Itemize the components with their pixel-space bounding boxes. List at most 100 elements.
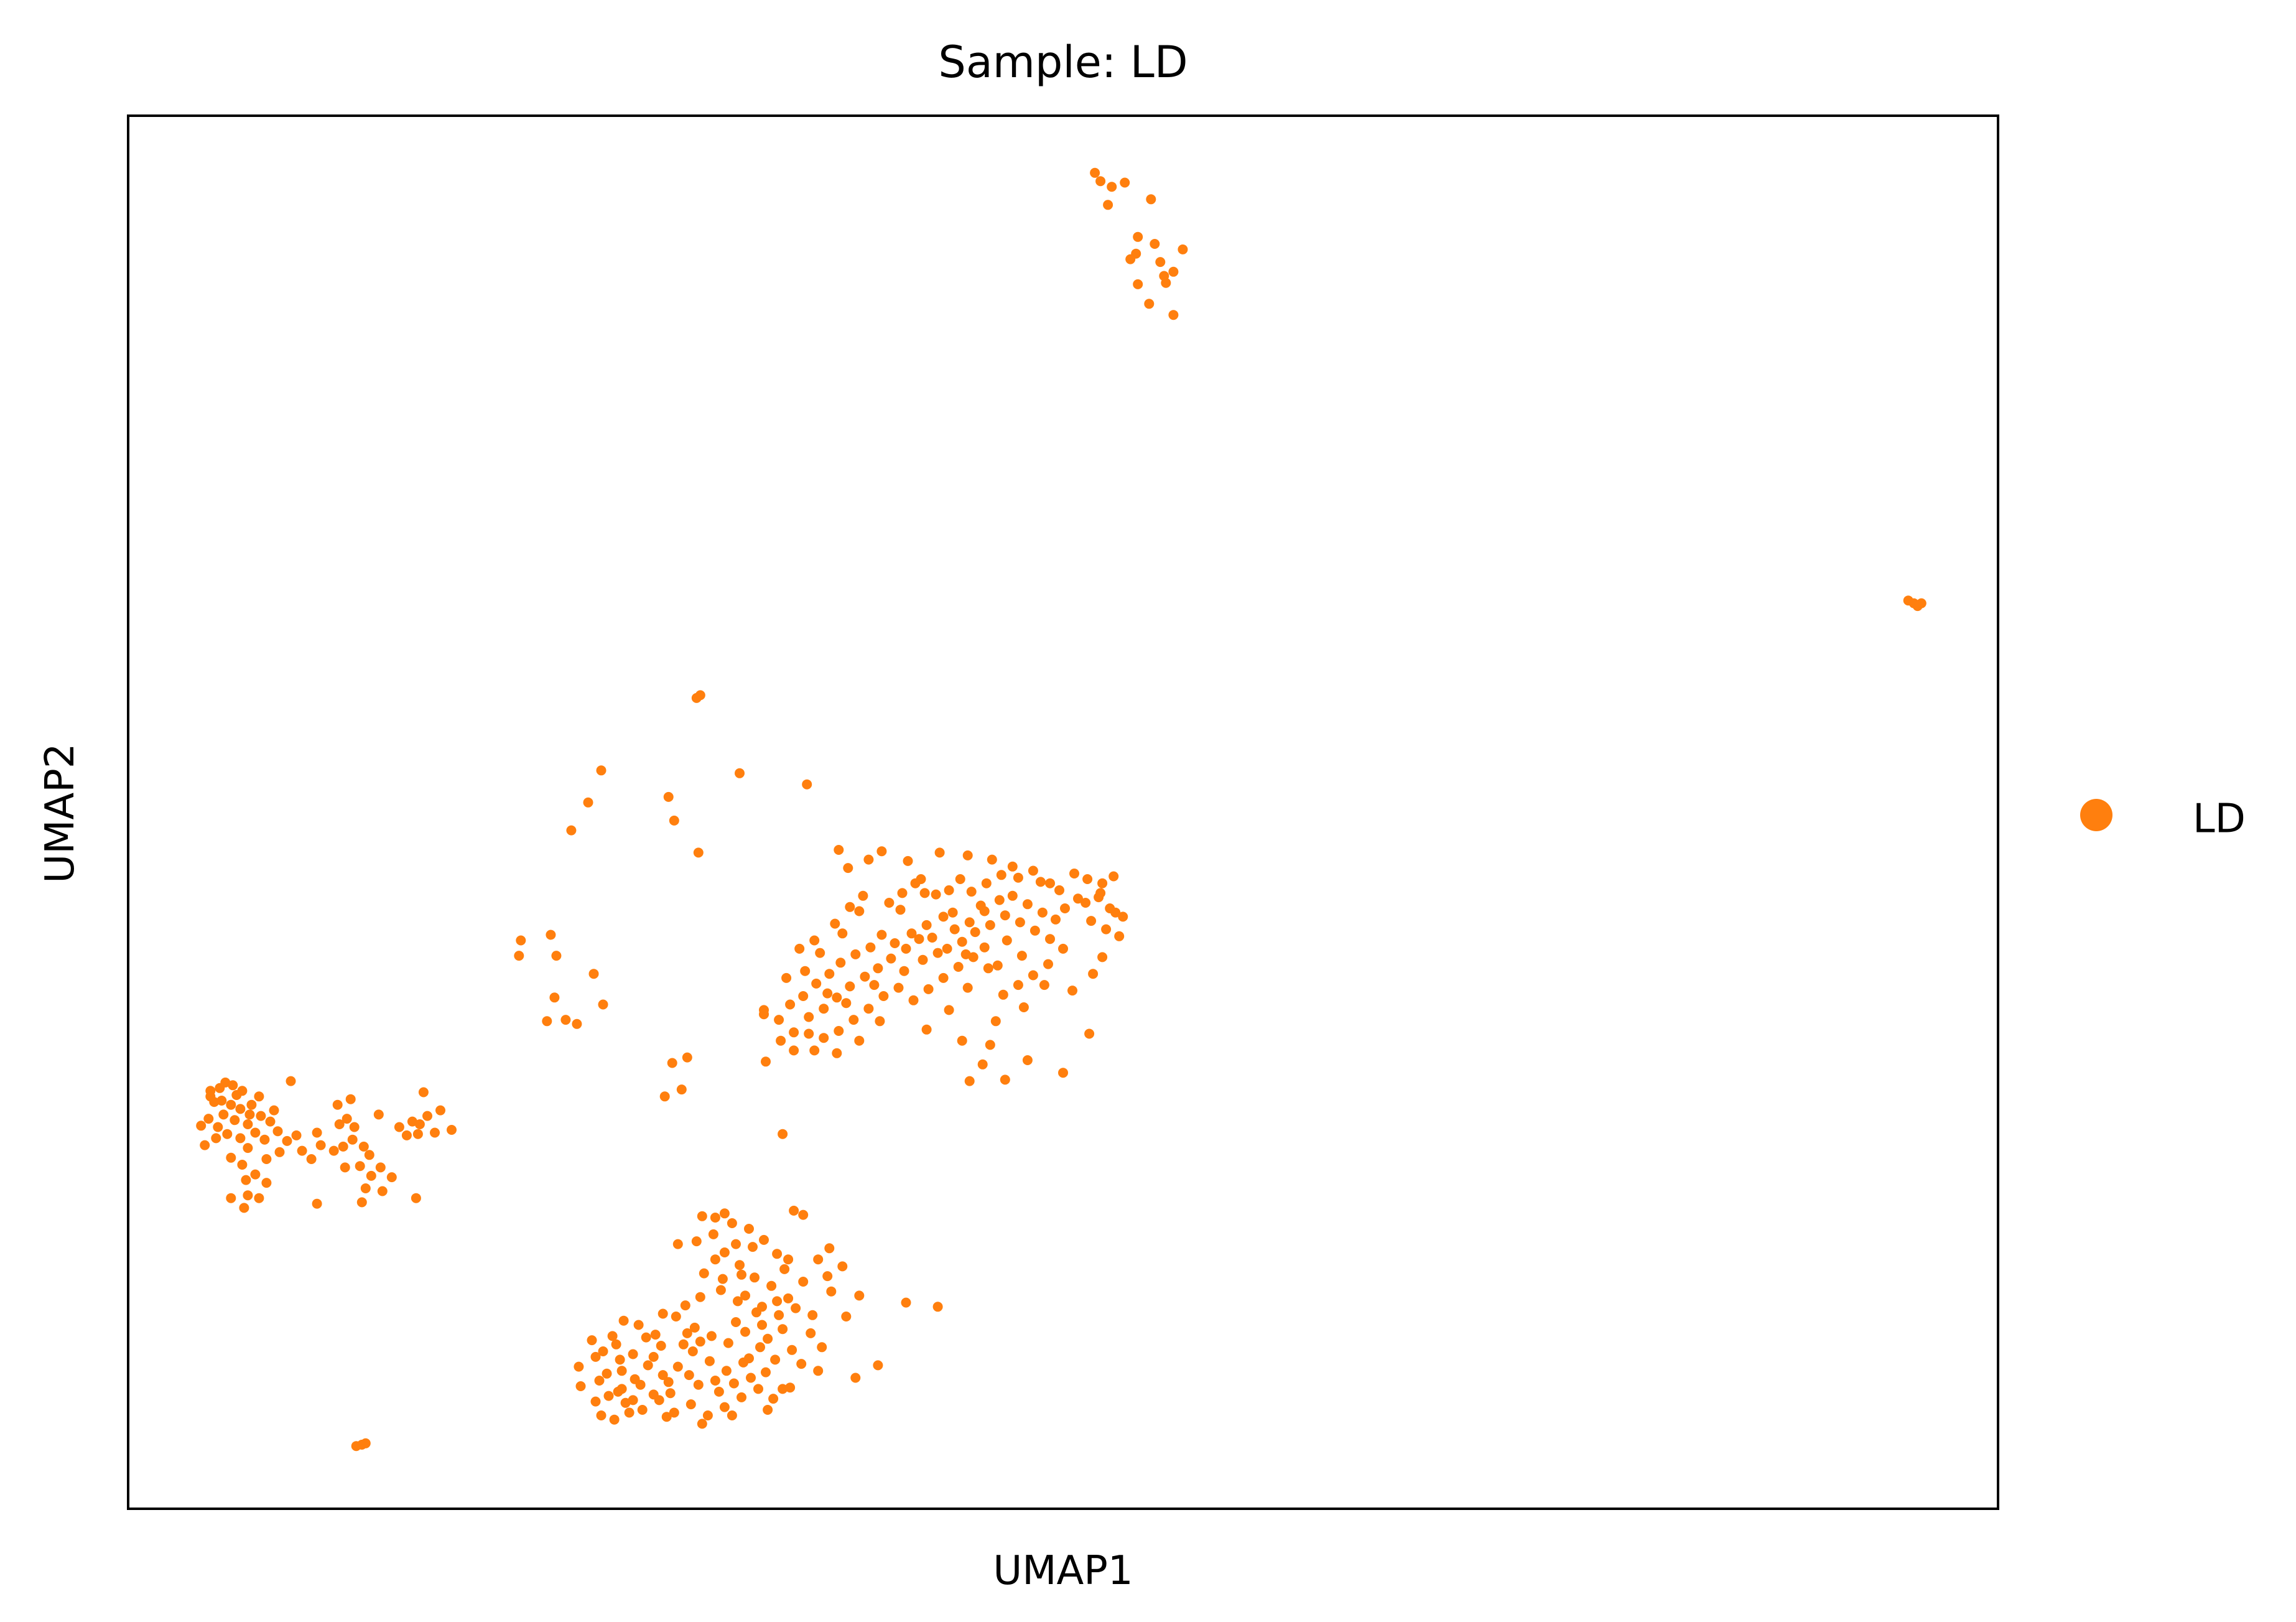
scatter-point xyxy=(1000,1074,1010,1085)
scatter-point xyxy=(772,1249,783,1259)
scatter-point xyxy=(706,1331,717,1341)
scatter-point xyxy=(789,1027,799,1038)
scatter-point xyxy=(804,1028,814,1039)
scatter-point xyxy=(1120,177,1130,188)
scatter-point xyxy=(1916,598,1927,608)
scatter-point xyxy=(779,1264,790,1274)
scatter-point xyxy=(886,953,896,964)
scatter-point xyxy=(1037,907,1048,918)
scatter-point xyxy=(807,1310,818,1320)
scatter-point xyxy=(1168,310,1179,320)
x-axis-label: UMAP1 xyxy=(993,1548,1133,1594)
scatter-point xyxy=(748,1242,758,1252)
scatter-point xyxy=(328,1145,339,1156)
scatter-point xyxy=(1081,898,1091,908)
scatter-point xyxy=(947,907,958,918)
scatter-point xyxy=(968,952,978,962)
scatter-point xyxy=(960,949,971,959)
scatter-point xyxy=(1107,182,1117,192)
scatter-point xyxy=(865,942,876,953)
scatter-point xyxy=(412,1129,423,1139)
scatter-point xyxy=(676,1084,687,1095)
scatter-point xyxy=(737,1392,746,1402)
scatter-point xyxy=(1131,248,1141,259)
scatter-point xyxy=(1086,916,1097,926)
scatter-point xyxy=(667,1058,677,1068)
scatter-point xyxy=(691,1236,702,1247)
scatter-point xyxy=(710,1254,720,1265)
scatter-point xyxy=(672,1239,683,1249)
scatter-point xyxy=(901,1297,911,1308)
scatter-point xyxy=(994,895,1005,905)
scatter-point xyxy=(921,1024,932,1035)
scatter-point xyxy=(962,850,973,860)
scatter-point xyxy=(665,1388,676,1399)
scatter-point xyxy=(1018,1002,1029,1012)
plot-area-frame xyxy=(127,114,1999,1510)
scatter-point xyxy=(903,855,913,866)
scatter-point xyxy=(858,890,868,901)
scatter-point xyxy=(778,1384,788,1394)
scatter-point xyxy=(1000,910,1010,921)
scatter-point xyxy=(723,1338,733,1348)
scatter-point xyxy=(704,1356,715,1366)
scatter-point xyxy=(250,1169,261,1180)
scatter-point xyxy=(1082,874,1093,884)
scatter-point xyxy=(1094,892,1104,903)
scatter-point xyxy=(766,1280,777,1291)
scatter-point xyxy=(575,1381,586,1391)
scatter-point xyxy=(603,1391,614,1401)
scatter-point xyxy=(235,1104,246,1114)
scatter-point xyxy=(798,1277,809,1287)
scatter-point xyxy=(893,982,904,993)
scatter-point xyxy=(1090,167,1100,178)
scatter-point xyxy=(763,1405,773,1415)
scatter-point xyxy=(633,1320,644,1330)
scatter-point xyxy=(377,1186,388,1196)
scatter-point xyxy=(598,1346,608,1356)
scatter-point xyxy=(546,930,556,940)
scatter-point xyxy=(345,1094,356,1104)
scatter-point xyxy=(611,1339,621,1349)
scatter-point xyxy=(774,1015,784,1025)
scatter-point xyxy=(789,1045,799,1056)
scatter-point xyxy=(774,1310,784,1320)
scatter-point xyxy=(901,943,911,954)
scatter-point xyxy=(1054,885,1064,895)
scatter-point xyxy=(332,1099,343,1110)
scatter-point xyxy=(1051,914,1061,925)
scatter-point xyxy=(761,1367,771,1377)
scatter-point xyxy=(897,888,908,898)
scatter-point xyxy=(841,998,852,1009)
scatter-point xyxy=(927,933,937,943)
scatter-point xyxy=(921,920,932,930)
scatter-point xyxy=(244,1109,255,1120)
scatter-point xyxy=(964,1076,975,1086)
scatter-point xyxy=(1035,877,1046,887)
scatter-point xyxy=(656,1341,666,1351)
scatter-point xyxy=(1015,917,1025,928)
scatter-point xyxy=(1146,194,1156,205)
scatter-point xyxy=(590,1396,601,1407)
scatter-point xyxy=(757,1320,767,1330)
scatter-point xyxy=(955,874,965,884)
scatter-point xyxy=(1039,980,1049,990)
scatter-point xyxy=(899,966,909,976)
scatter-point xyxy=(702,1410,713,1420)
scatter-point xyxy=(315,1140,326,1150)
scatter-point xyxy=(447,1125,457,1135)
scatter-point xyxy=(781,972,792,983)
scatter-point xyxy=(572,1018,582,1029)
scatter-point xyxy=(890,938,900,948)
scatter-point xyxy=(356,1197,367,1208)
scatter-point xyxy=(226,1152,236,1163)
scatter-point xyxy=(243,1119,253,1129)
scatter-point xyxy=(746,1373,756,1383)
scatter-point xyxy=(878,991,889,1001)
scatter-point xyxy=(727,1218,737,1228)
scatter-point xyxy=(733,1296,743,1307)
scatter-point xyxy=(624,1407,634,1418)
scatter-point xyxy=(241,1175,251,1185)
scatter-point xyxy=(1028,970,1038,981)
scatter-point xyxy=(1114,931,1125,941)
